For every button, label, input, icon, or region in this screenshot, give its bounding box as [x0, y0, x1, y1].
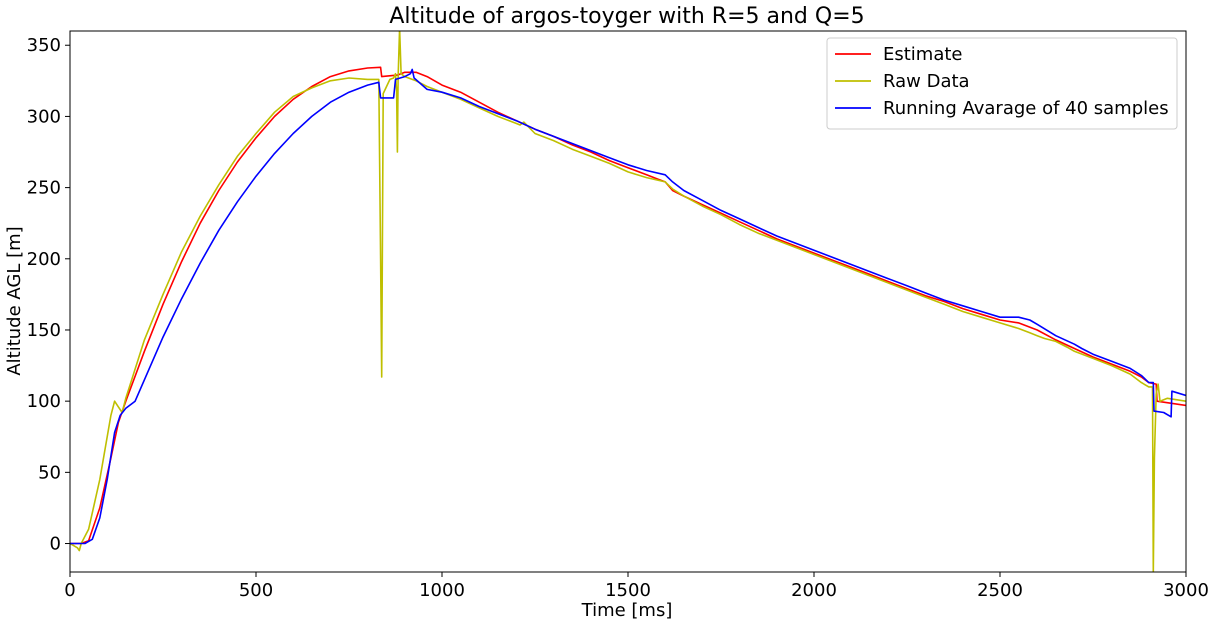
series-line-1 [70, 31, 1186, 572]
chart-title: Altitude of argos-toyger with R=5 and Q=… [389, 4, 864, 29]
legend: Estimate Raw Data Running Avarage of 40 sa… [826, 37, 1178, 130]
y-tick-label: 50 [38, 462, 61, 483]
x-axis-label: Time [ms] [581, 600, 673, 621]
x-tick-label: 500 [239, 580, 273, 601]
legend-box [826, 37, 1178, 130]
x-axis: 0 500 1000 1500 2000 2500 3000 [64, 572, 1209, 601]
x-tick-label: 3000 [1163, 580, 1209, 601]
series-line-2 [70, 68, 1186, 545]
x-tick-label: 2000 [791, 580, 837, 601]
legend-label-0: Estimate [883, 44, 963, 65]
y-tick-label: 150 [27, 320, 61, 341]
y-tick-label: 200 [27, 249, 61, 270]
y-tick-label: 350 [27, 35, 61, 56]
y-tick-label: 300 [27, 106, 61, 127]
x-tick-label: 2500 [977, 580, 1023, 601]
y-tick-label: 100 [27, 391, 61, 412]
legend-label-1: Raw Data [883, 71, 970, 92]
x-tick-label: 0 [64, 580, 75, 601]
y-axis-label: Altitude AGL [m] [4, 226, 25, 375]
series-layer [70, 31, 1186, 572]
x-tick-label: 1000 [419, 580, 465, 601]
x-tick-label: 1500 [605, 580, 651, 601]
y-tick-label: 250 [27, 178, 61, 199]
series-line-0 [70, 66, 1186, 545]
legend-label-2: Running Avarage of 40 samples [883, 98, 1169, 119]
y-axis: 0 50 100 150 200 250 300 350 [27, 35, 70, 555]
y-tick-label: 0 [50, 534, 61, 555]
